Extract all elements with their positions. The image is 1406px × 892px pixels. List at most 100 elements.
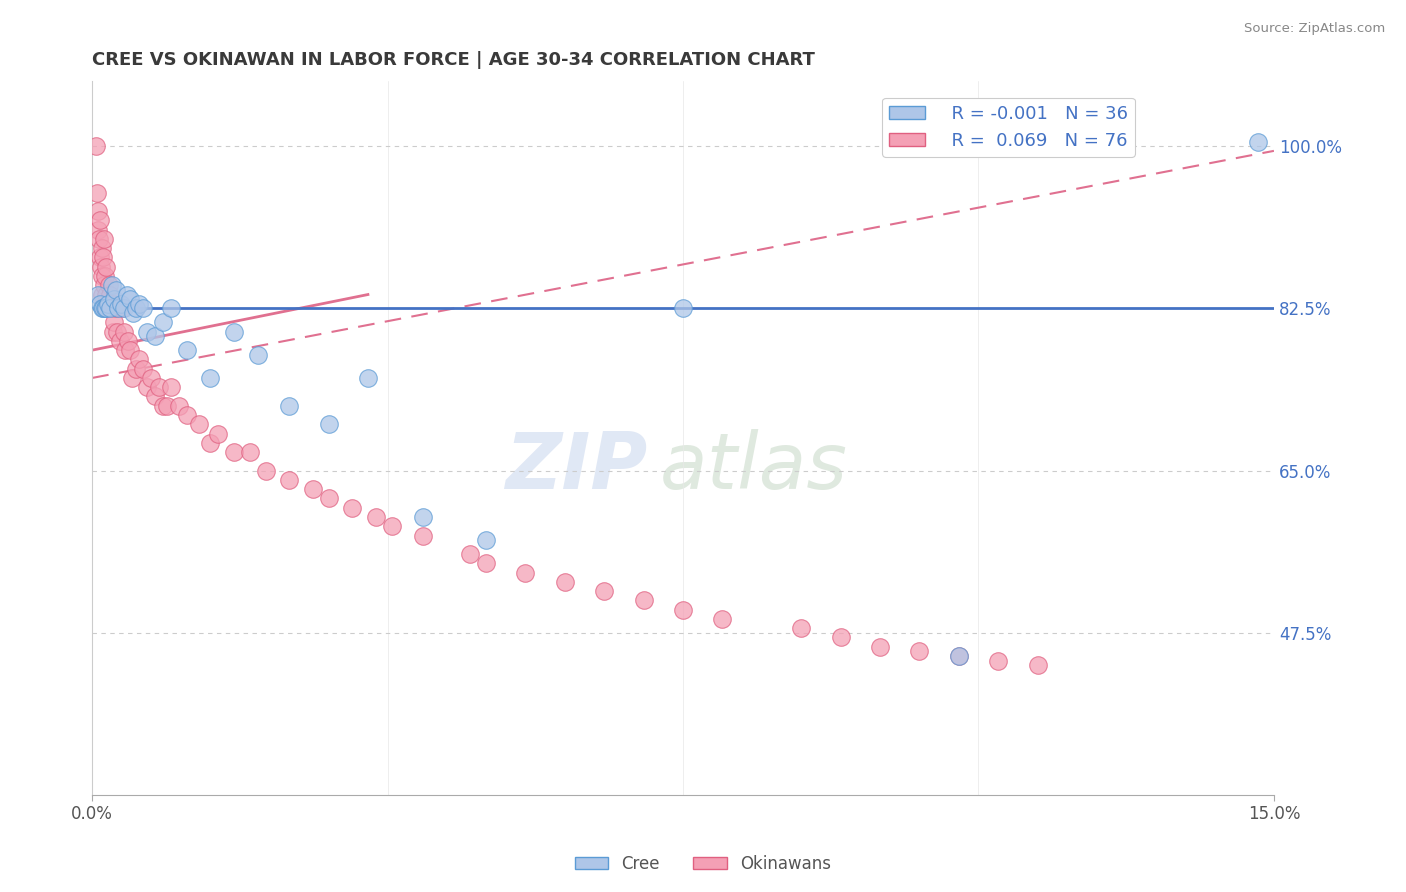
Point [128,352,150,367]
Point [96,260,118,274]
Point [554,574,576,589]
Point [207,426,229,441]
Point [187,417,209,432]
Point [672,603,695,617]
Point [104,301,127,316]
Point [103,315,125,329]
Point [103,301,125,316]
Point [90,301,112,316]
Point [340,500,363,515]
Point [101,278,124,293]
Point [152,399,174,413]
Point [125,301,148,316]
Point [948,648,970,663]
Point [148,380,170,394]
Point [460,547,482,561]
Point [160,301,183,316]
Point [412,528,434,542]
Point [246,348,269,362]
Point [136,325,159,339]
Point [301,482,323,496]
Point [104,283,127,297]
Point [136,380,159,394]
Point [790,621,813,635]
Point [90,241,112,255]
Legend: Cree, Okinawans: Cree, Okinawans [568,848,838,880]
Point [118,292,141,306]
Point [107,301,129,316]
Point [96,301,118,316]
Point [278,399,301,413]
Point [222,445,245,459]
Point [89,297,111,311]
Point [672,301,695,316]
Point [100,301,122,316]
Point [103,292,125,306]
Point [143,390,166,404]
Point [97,297,120,311]
Text: CREE VS OKINAWAN IN LABOR FORCE | AGE 30-34 CORRELATION CHART: CREE VS OKINAWAN IN LABOR FORCE | AGE 30… [93,51,815,69]
Point [711,612,734,626]
Text: atlas: atlas [659,429,848,505]
Point [318,491,340,506]
Point [128,297,150,311]
Point [98,287,121,301]
Point [869,640,891,654]
Point [112,325,135,339]
Point [93,232,115,246]
Point [160,380,183,394]
Point [830,631,852,645]
Point [143,329,166,343]
Point [593,584,616,599]
Point [132,301,155,316]
Point [475,557,498,571]
Point [515,566,537,580]
Point [98,297,121,311]
Text: Source: ZipAtlas.com: Source: ZipAtlas.com [1244,22,1385,36]
Point [176,343,198,358]
Point [84,139,107,153]
Point [152,315,174,329]
Point [364,510,387,524]
Point [101,325,124,339]
Point [1247,135,1270,149]
Point [87,287,110,301]
Point [86,186,108,200]
Point [90,260,112,274]
Point [987,654,1010,668]
Point [132,361,155,376]
Point [108,334,131,348]
Point [96,297,118,311]
Point [94,268,117,283]
Point [89,251,111,265]
Point [412,510,434,524]
Point [94,287,117,301]
Point [110,297,132,311]
Point [114,343,136,358]
Point [200,371,222,385]
Point [318,417,340,432]
Point [278,473,301,487]
Point [1026,658,1049,673]
Point [105,325,128,339]
Point [908,644,931,658]
Point [117,334,139,348]
Legend:   R = -0.001   N = 36,   R =  0.069   N = 76: R = -0.001 N = 36, R = 0.069 N = 76 [882,97,1135,157]
Point [97,278,120,293]
Point [357,371,380,385]
Point [176,408,198,422]
Point [87,222,110,236]
Point [475,533,498,548]
Point [98,301,121,316]
Point [254,464,277,478]
Point [118,343,141,358]
Point [86,204,108,219]
Point [200,435,222,450]
Point [122,306,145,320]
Point [90,268,112,283]
Point [121,371,143,385]
Point [239,445,262,459]
Point [91,301,114,316]
Point [89,213,111,227]
Text: ZIP: ZIP [505,429,648,505]
